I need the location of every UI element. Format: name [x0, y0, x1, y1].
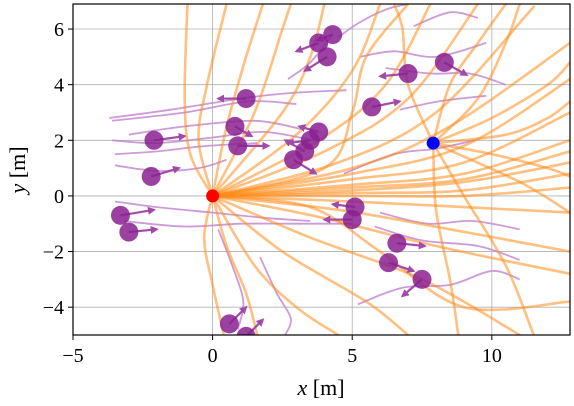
pedestrian	[236, 318, 265, 335]
pedestrian-history-line	[111, 100, 297, 122]
pedestrian-point	[398, 64, 418, 84]
start-point	[206, 189, 220, 203]
pedestrian-history-line	[399, 94, 487, 111]
x-axis-label: x [m]	[296, 375, 344, 400]
candidate-trajectory-line	[211, 194, 570, 214]
candidate-trajectory-line	[431, 141, 460, 335]
pedestrian	[378, 64, 418, 84]
plot-area	[109, 4, 570, 335]
y-tick-label: 6	[54, 19, 64, 41]
pedestrian-point	[342, 210, 362, 230]
candidate-trajectory-line	[211, 194, 259, 335]
y-tick-label: −4	[43, 297, 64, 319]
axis-ticks: −5 0 5 10 −4 −2 0 2 4 6	[43, 19, 502, 367]
candidate-trajectory-line	[197, 4, 228, 198]
pedestrian	[225, 116, 254, 138]
candidate-trajectory-line	[211, 4, 480, 198]
candidate-trajectory-line	[211, 5, 535, 198]
pedestrian-point	[236, 89, 256, 109]
pedestrian	[379, 253, 416, 273]
pedestrian	[228, 136, 271, 156]
x-tick-label: 10	[482, 345, 502, 367]
pedestrian-point	[412, 269, 432, 289]
pedestrian-history-line	[337, 4, 409, 39]
candidate-trajectory-line	[431, 61, 570, 145]
x-tick-label: 0	[208, 345, 218, 367]
candidate-trajectory-line	[211, 194, 340, 335]
x-tick-label: 5	[347, 345, 357, 367]
pedestrian-point	[219, 314, 239, 334]
pedestrian-history-line	[123, 220, 353, 228]
pedestrian-point	[236, 326, 256, 335]
pedestrian	[110, 205, 156, 225]
y-tick-label: −2	[43, 242, 64, 264]
pedestrian	[400, 269, 432, 298]
pedestrian-point	[317, 47, 337, 67]
pedestrian-history-line	[128, 119, 303, 136]
candidate-trajectory-line	[211, 4, 382, 198]
pedestrian-history-line	[217, 228, 245, 330]
candidate-trajectory-line	[211, 186, 570, 198]
pedestrian	[322, 210, 362, 230]
pedestrian-point	[387, 233, 407, 253]
pedestrian	[294, 33, 329, 53]
y-tick-label: 2	[54, 130, 64, 152]
pedestrian-history-line	[259, 256, 292, 335]
plot-frame	[72, 3, 571, 336]
candidate-trajectory-line	[431, 141, 570, 214]
candidate-trajectory-line	[431, 4, 521, 145]
pedestrian-history-line	[360, 42, 487, 58]
pedestrian-point	[228, 136, 248, 156]
candidate-trajectory-line	[211, 4, 432, 198]
y-tick-label: 0	[54, 186, 64, 208]
pedestrian-history-line	[114, 200, 311, 222]
pedestrian	[387, 233, 427, 253]
pedestrian	[216, 89, 256, 109]
candidate-trajectory-line	[431, 4, 508, 145]
pedestrian	[219, 305, 248, 334]
pedestrian-point	[119, 222, 139, 242]
candidate-trajectory-line	[211, 4, 293, 198]
candidate-trajectory-line	[392, 4, 435, 145]
pedestrian-point	[141, 166, 161, 186]
pedestrian	[144, 130, 187, 150]
pedestrian	[284, 150, 318, 175]
candidate-trajectory-line	[211, 4, 410, 198]
candidate-trajectory-line	[202, 194, 226, 335]
candidate-trajectory-line	[211, 194, 570, 276]
pedestrian-point	[362, 97, 382, 117]
goal-point	[426, 136, 440, 150]
y-axis-label: y [m]	[5, 146, 30, 195]
pedestrian-point	[434, 52, 454, 72]
x-tick-label: −5	[62, 345, 83, 367]
y-tick-label: 4	[54, 75, 64, 97]
pedestrian-point	[309, 33, 329, 53]
candidate-trajectory-line	[211, 4, 326, 198]
candidate-trajectory-line	[211, 194, 570, 312]
pedestrian	[434, 52, 469, 76]
pedestrian	[362, 97, 402, 117]
pedestrian-point	[284, 150, 304, 170]
pedestrian	[303, 47, 337, 72]
candidate-trajectory-line	[211, 77, 570, 198]
pedestrian-point	[225, 116, 245, 136]
pedestrian	[119, 222, 159, 242]
pedestrian	[141, 165, 182, 186]
candidate-trajectory-line	[431, 141, 535, 335]
candidate-trajectory-line	[431, 100, 570, 145]
pedestrian-point	[144, 130, 164, 150]
candidate-trajectory-line	[211, 194, 570, 253]
candidate-trajectory-line	[211, 194, 410, 335]
pedestrian-point	[323, 25, 343, 45]
candidate-trajectory-line	[183, 4, 214, 198]
candidate-trajectory-line	[431, 141, 570, 178]
candidate-trajectory-line	[211, 111, 570, 198]
pedestrian-point	[110, 205, 130, 225]
pedestrian-history-line	[374, 225, 520, 261]
pedestrian-point	[379, 253, 399, 273]
pedestrian-history-line	[112, 130, 314, 145]
pedestrian-history-line	[379, 211, 520, 231]
candidate-trajectory-line	[211, 4, 265, 198]
